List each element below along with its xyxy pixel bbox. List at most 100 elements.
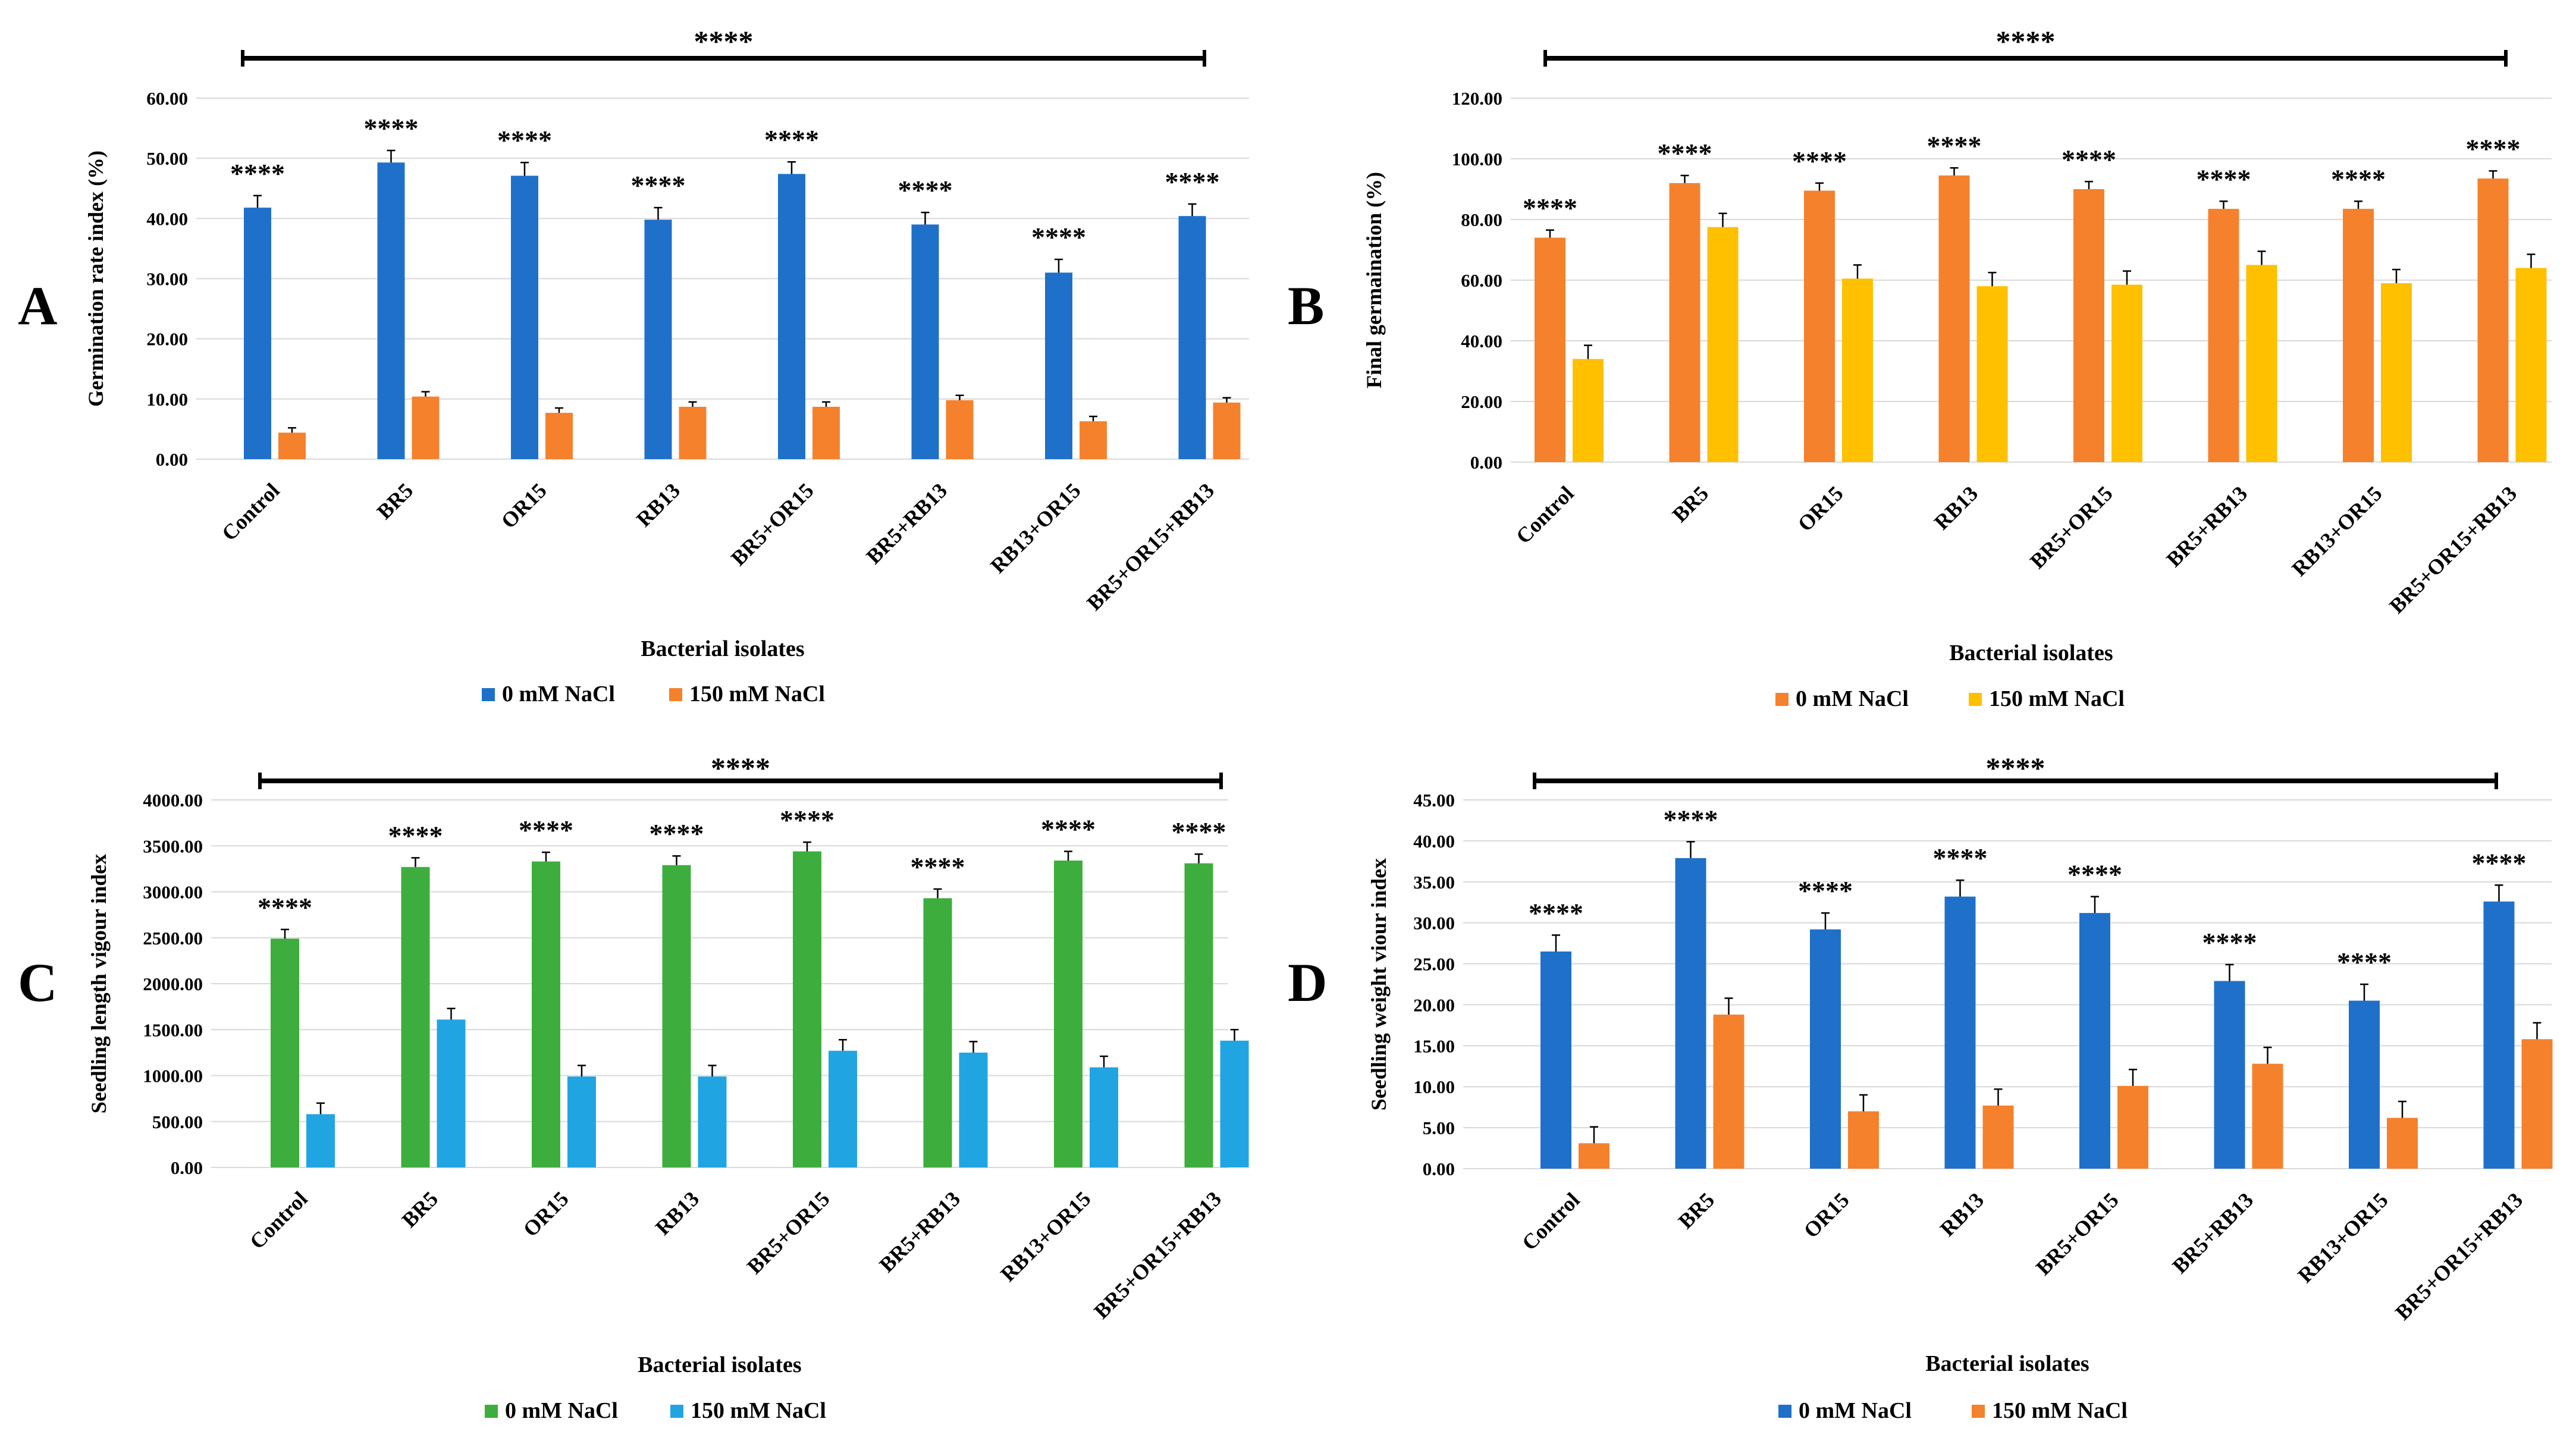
- bar-150-mm-nacl-br5+rb13: [2246, 265, 2277, 462]
- x-axis-label: Bacterial isolates: [1949, 641, 2113, 666]
- panel-letter: A: [18, 275, 57, 336]
- bar-0-mm-nacl-br5+rb13: [2208, 209, 2239, 462]
- bar-150-mm-nacl-br5+or15: [2117, 1085, 2148, 1169]
- legend: 0 mM NaCl 150 mM NaCl: [1775, 686, 2125, 711]
- significance-stars: ****: [2472, 847, 2527, 878]
- bar-0-mm-nacl-or15: [1804, 190, 1835, 462]
- bar-150-mm-nacl-rb13: [698, 1076, 727, 1167]
- bar-0-mm-nacl-control: [1535, 237, 1565, 462]
- y-tick-label: 120.00: [1452, 88, 1502, 109]
- legend-label: 150 mM NaCl: [689, 682, 825, 707]
- legend-label: 0 mM NaCl: [1799, 1398, 1912, 1423]
- bar-150-mm-nacl-br5+or15: [2111, 284, 2142, 462]
- category-label: OR15: [1793, 481, 1848, 536]
- bar-0-mm-nacl-br5+or15+rb13: [1184, 863, 1213, 1167]
- y-tick-label: 30.00: [146, 269, 188, 290]
- y-tick-label: 5.00: [1423, 1117, 1455, 1138]
- y-tick-label: 1500.00: [143, 1019, 203, 1040]
- y-tick-label: 2000.00: [143, 974, 203, 994]
- significance-stars: ****: [898, 175, 953, 205]
- bar-150-mm-nacl-rb13: [1976, 286, 2008, 462]
- legend-label: 150 mM NaCl: [691, 1398, 826, 1423]
- significance-stars: ****: [2197, 164, 2251, 194]
- y-axis-label: Seedling weight viour index: [1367, 858, 1391, 1110]
- y-tick-label: 1000.00: [143, 1066, 203, 1087]
- significance-stars: ****: [2337, 947, 2392, 977]
- legend-label: 0 mM NaCl: [1796, 686, 1909, 711]
- significance-stars: ****: [1172, 817, 1226, 847]
- bar-150-mm-nacl-or15: [545, 413, 573, 459]
- bar-150-mm-nacl-br5: [412, 396, 440, 459]
- significance-stars: ****: [1041, 814, 1096, 845]
- category-label: RB13: [632, 478, 685, 531]
- bar-0-mm-nacl-or15: [1810, 929, 1841, 1169]
- bar-150-mm-nacl-control: [278, 432, 306, 459]
- y-tick-label: 3000.00: [143, 882, 203, 903]
- bar-0-mm-nacl-rb13+or15: [2343, 209, 2374, 462]
- category-label: Control: [245, 1186, 312, 1254]
- bar-0-mm-nacl-br5+or15+rb13: [2483, 901, 2515, 1169]
- y-tick-label: 100.00: [1452, 149, 1502, 169]
- bar-0-mm-nacl-br5+or15: [2079, 913, 2110, 1169]
- bar-150-mm-nacl-br5+or15: [829, 1050, 857, 1167]
- significance-stars: ****: [497, 125, 552, 155]
- category-label: RB13: [1929, 481, 1982, 534]
- y-tick-label: 0.00: [1470, 452, 1502, 473]
- y-tick-label: 25.00: [1413, 954, 1455, 975]
- y-tick-label: 45.00: [1413, 790, 1455, 811]
- y-tick-label: 40.00: [1413, 831, 1455, 852]
- category-label: RB13+OR15: [2287, 481, 2386, 580]
- y-axis-label: Final germaination (%): [1362, 172, 1386, 388]
- significance-stars: ****: [1792, 146, 1847, 176]
- legend-label: 150 mM NaCl: [1989, 686, 2125, 711]
- y-tick-label: 35.00: [1413, 872, 1455, 893]
- bar-150-mm-nacl-control: [1573, 359, 1604, 462]
- significance-stars: ****: [911, 852, 965, 882]
- overall-significance-stars: ****: [1986, 751, 2045, 784]
- bar-0-mm-nacl-br5+or15+rb13: [1178, 216, 1206, 459]
- bar-150-mm-nacl-br5+rb13: [2252, 1063, 2283, 1169]
- y-tick-label: 80.00: [1461, 209, 1502, 230]
- y-axis-label: Germination rate index (%): [84, 150, 108, 407]
- category-label: BR5: [372, 478, 418, 523]
- y-tick-label: 10.00: [146, 389, 188, 410]
- bar-0-mm-nacl-rb13+or15: [1054, 860, 1083, 1167]
- bar-0-mm-nacl-br5+or15+rb13: [2477, 178, 2509, 462]
- bar-150-mm-nacl-br5: [437, 1019, 466, 1167]
- y-tick-label: 3500.00: [143, 836, 203, 856]
- category-label: OR15: [1799, 1188, 1854, 1242]
- overall-significance-stars: ****: [711, 751, 770, 784]
- y-tick-label: 60.00: [1461, 270, 1502, 291]
- legend-swatch: [670, 1405, 683, 1418]
- category-label: BR5+OR15+RB13: [1082, 478, 1219, 615]
- bar-150-mm-nacl-or15: [567, 1076, 596, 1167]
- legend-label: 0 mM NaCl: [505, 1398, 618, 1423]
- x-axis-label: Bacterial isolates: [641, 636, 804, 661]
- significance-stars: ****: [388, 820, 443, 850]
- category-label: BR5+RB13: [2161, 481, 2252, 572]
- y-axis-label: Seedling length vigour index: [87, 854, 111, 1113]
- bar-0-mm-nacl-br5+rb13: [911, 224, 939, 459]
- bar-0-mm-nacl-control: [271, 938, 299, 1167]
- legend-label: 0 mM NaCl: [502, 682, 615, 707]
- legend: 0 mM NaCl 150 mM NaCl: [1778, 1398, 2128, 1423]
- significance-stars: ****: [1031, 222, 1086, 252]
- significance-stars: ****: [1523, 193, 1577, 223]
- y-tick-label: 60.00: [146, 88, 188, 109]
- category-label: RB13+OR15: [996, 1186, 1095, 1286]
- bar-150-mm-nacl-br5: [1713, 1014, 1744, 1169]
- category-label: Control: [217, 478, 284, 545]
- significance-stars: ****: [1933, 843, 1988, 873]
- panel-letter: C: [18, 952, 57, 1013]
- category-label: BR5+OR15: [742, 1186, 834, 1279]
- bar-0-mm-nacl-or15: [511, 175, 538, 459]
- bar-150-mm-nacl-rb13+or15: [1090, 1067, 1118, 1167]
- bar-0-mm-nacl-br5: [1675, 858, 1706, 1169]
- significance-stars: ****: [1529, 897, 1583, 928]
- category-label: OR15: [497, 478, 551, 533]
- category-label: BR5+OR15: [726, 478, 818, 570]
- significance-stars: ****: [519, 815, 573, 845]
- category-label: RB13+OR15: [2293, 1188, 2392, 1287]
- bar-0-mm-nacl-rb13: [644, 219, 672, 459]
